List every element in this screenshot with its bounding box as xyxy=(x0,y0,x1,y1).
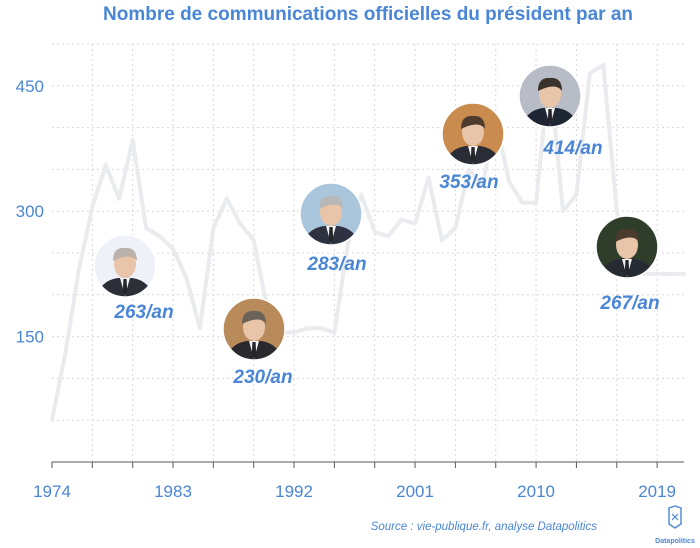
series-point xyxy=(144,226,148,230)
series-point xyxy=(574,192,579,197)
chart-title: Nombre de communications officielles du … xyxy=(103,4,633,25)
series-point xyxy=(480,184,485,188)
series-point xyxy=(534,201,538,205)
y-tick-label: 450 xyxy=(16,77,44,96)
series-point xyxy=(63,351,68,356)
logo-text: Datapolitics xyxy=(655,538,695,545)
y-tick-labels: 150 300 450 xyxy=(16,77,44,347)
president-portrait-giscard xyxy=(94,235,156,297)
series-point xyxy=(655,272,659,276)
series-point xyxy=(332,330,337,335)
series-point xyxy=(130,138,135,142)
series-line xyxy=(50,62,686,423)
x-tick-label: 1983 xyxy=(154,482,192,501)
series-point xyxy=(399,217,404,222)
x-tick-label: 2010 xyxy=(517,482,555,501)
annotation-label: 263/an xyxy=(113,302,173,323)
series-point xyxy=(238,221,243,226)
series-point xyxy=(426,175,431,180)
x-tick-label: 1992 xyxy=(275,482,313,501)
series-point xyxy=(184,276,189,280)
annotation-label: 414/an xyxy=(542,138,602,159)
series-point xyxy=(588,71,592,76)
logo-mark-icon xyxy=(671,513,679,521)
series-point xyxy=(171,247,175,251)
series-point xyxy=(507,180,511,184)
axes xyxy=(51,461,684,468)
series-point xyxy=(103,163,108,168)
series-point xyxy=(440,238,444,243)
series-point xyxy=(157,234,162,239)
series-point xyxy=(211,226,216,230)
annotations: 263/an 230/an 283/an 353/an 414/an 267/an xyxy=(113,138,659,388)
x-tick-label: 1974 xyxy=(33,482,71,501)
datapolitics-logo: Datapolitics xyxy=(655,505,695,545)
series-point xyxy=(372,230,377,234)
series-point xyxy=(117,196,122,201)
annotation-label: 283/an xyxy=(306,254,366,275)
annotation-label: 267/an xyxy=(599,293,659,314)
series-point xyxy=(90,205,95,209)
portrait-frame xyxy=(93,234,157,298)
series-point xyxy=(520,201,525,205)
x-tick-label: 2001 xyxy=(396,482,434,501)
annotation-label: 353/an xyxy=(439,172,498,193)
series-point xyxy=(319,326,323,331)
series-point xyxy=(346,242,350,247)
series-point xyxy=(601,63,606,67)
x-tick-labels: 1974 1983 1992 2001 2010 2019 xyxy=(33,482,676,501)
annotation-label: 230/an xyxy=(232,367,292,388)
series-point xyxy=(50,418,54,423)
series-point xyxy=(386,234,390,239)
portrait-frame xyxy=(299,182,363,246)
series-point xyxy=(614,209,619,213)
portrait-frame xyxy=(441,102,505,166)
series-point xyxy=(467,167,471,172)
series-point xyxy=(77,267,81,272)
series-point xyxy=(225,196,229,201)
portrait-frame xyxy=(595,215,659,279)
source-note: Source : vie-publique.fr, analyse Datapo… xyxy=(371,521,598,533)
series-point xyxy=(305,326,310,331)
portrait-frame xyxy=(518,64,582,128)
series-point xyxy=(453,226,458,230)
series-point xyxy=(413,221,417,226)
series-point xyxy=(668,272,673,276)
y-tick-label: 300 xyxy=(16,202,44,221)
y-tick-label: 150 xyxy=(16,328,44,347)
series-point xyxy=(198,326,202,331)
series-point xyxy=(682,272,686,276)
logo-shape-icon xyxy=(668,505,682,529)
president-portrait-macron xyxy=(596,216,658,278)
series-point xyxy=(359,192,364,197)
portrait-frame xyxy=(222,297,286,361)
series-point xyxy=(561,209,565,213)
president-portraits xyxy=(93,64,659,361)
series-point xyxy=(251,238,256,243)
series-point xyxy=(292,330,296,335)
x-tick-label: 2019 xyxy=(638,482,676,501)
